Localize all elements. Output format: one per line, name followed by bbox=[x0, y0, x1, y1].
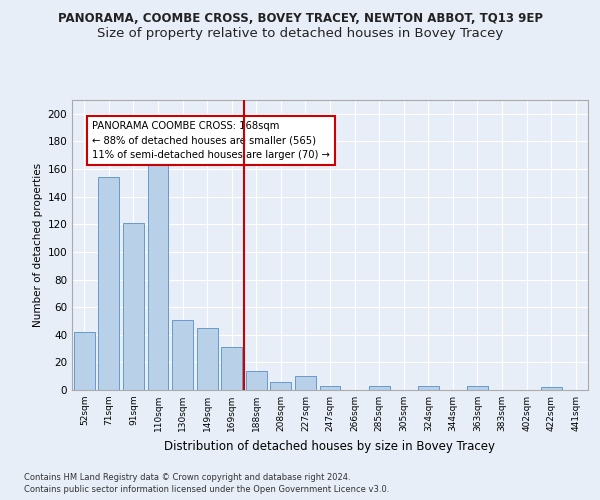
Text: Contains public sector information licensed under the Open Government Licence v3: Contains public sector information licen… bbox=[24, 485, 389, 494]
Text: PANORAMA COOMBE CROSS: 168sqm
← 88% of detached houses are smaller (565)
11% of : PANORAMA COOMBE CROSS: 168sqm ← 88% of d… bbox=[92, 120, 329, 160]
Bar bbox=[197, 328, 218, 390]
Bar bbox=[74, 332, 95, 390]
Text: PANORAMA, COOMBE CROSS, BOVEY TRACEY, NEWTON ABBOT, TQ13 9EP: PANORAMA, COOMBE CROSS, BOVEY TRACEY, NE… bbox=[58, 12, 542, 26]
Y-axis label: Number of detached properties: Number of detached properties bbox=[33, 163, 43, 327]
Bar bbox=[246, 370, 267, 390]
X-axis label: Distribution of detached houses by size in Bovey Tracey: Distribution of detached houses by size … bbox=[164, 440, 496, 452]
Bar bbox=[541, 387, 562, 390]
Bar bbox=[368, 386, 389, 390]
Bar bbox=[98, 178, 119, 390]
Text: Size of property relative to detached houses in Bovey Tracey: Size of property relative to detached ho… bbox=[97, 28, 503, 40]
Bar bbox=[148, 165, 169, 390]
Bar bbox=[320, 386, 340, 390]
Bar bbox=[172, 320, 193, 390]
Bar bbox=[123, 223, 144, 390]
Bar bbox=[295, 376, 316, 390]
Bar bbox=[418, 386, 439, 390]
Text: Contains HM Land Registry data © Crown copyright and database right 2024.: Contains HM Land Registry data © Crown c… bbox=[24, 472, 350, 482]
Bar bbox=[467, 386, 488, 390]
Bar bbox=[221, 347, 242, 390]
Bar bbox=[271, 382, 292, 390]
